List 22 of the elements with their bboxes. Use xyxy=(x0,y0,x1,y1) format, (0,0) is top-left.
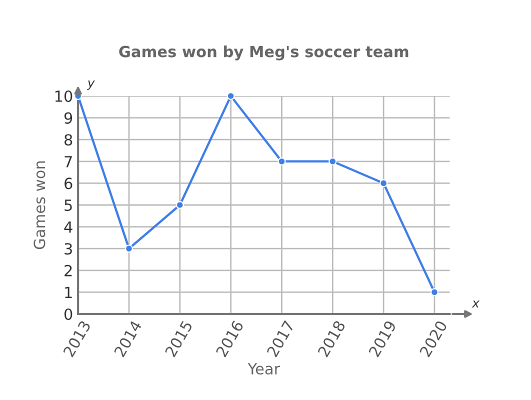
y-tick-label: 7 xyxy=(64,156,72,168)
y-tick-label: 0 xyxy=(64,308,72,320)
text: y xyxy=(87,80,95,90)
point xyxy=(176,200,184,210)
y-tick-label: 6 xyxy=(64,178,72,190)
point xyxy=(328,157,337,166)
y-tick-label: 2 xyxy=(64,264,72,276)
point xyxy=(430,288,439,296)
text: x xyxy=(472,300,480,308)
y-tick-label: 5 xyxy=(64,200,72,212)
point xyxy=(278,157,286,166)
y-tick-label: 3 xyxy=(64,243,72,255)
y-tick-label: 10 xyxy=(55,90,72,102)
y-axis-title: Games won xyxy=(34,161,46,250)
y-tick-label: 1 xyxy=(65,286,72,298)
point xyxy=(124,244,133,253)
point xyxy=(380,179,388,188)
chart-title: Games won by Meg's soccer team xyxy=(119,46,408,60)
y-tick-label: 8 xyxy=(64,134,72,146)
x-axis-title: Year xyxy=(248,363,280,375)
y-tick-label: 9 xyxy=(64,112,72,124)
y-tick-label: 4 xyxy=(64,221,72,233)
